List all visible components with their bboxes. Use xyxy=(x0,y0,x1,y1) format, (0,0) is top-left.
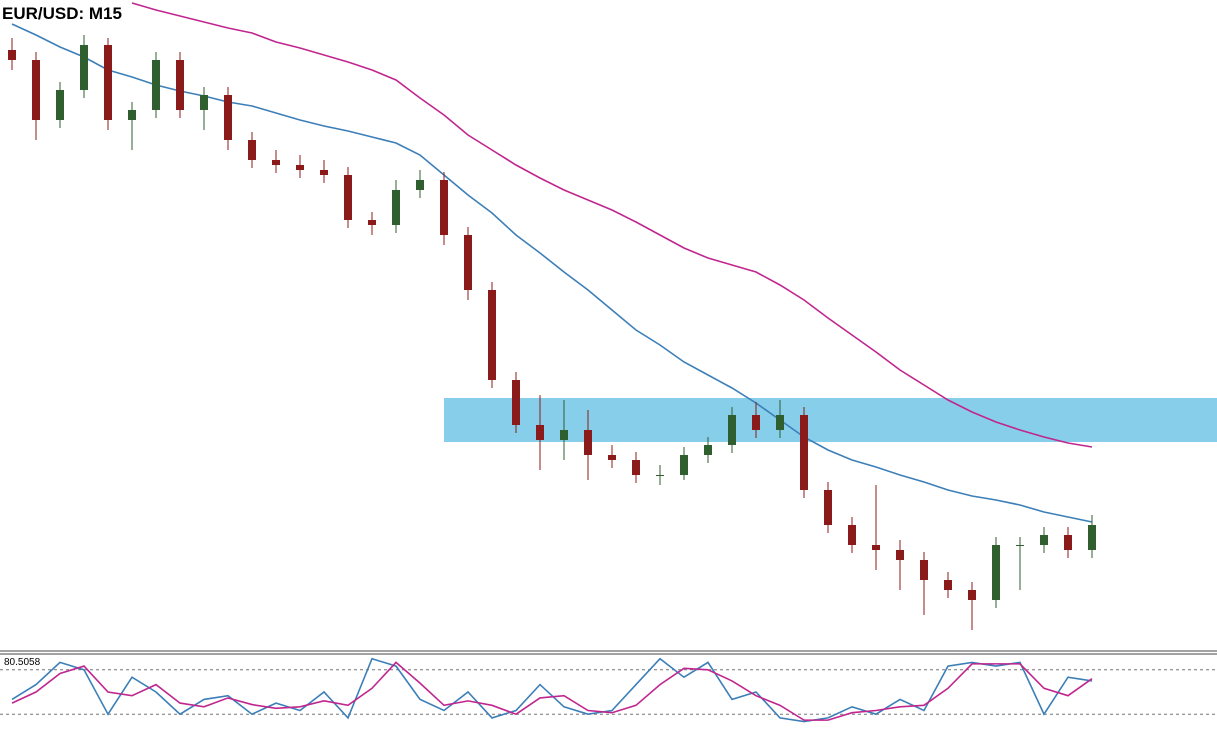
candle-body xyxy=(608,455,616,460)
candle-body xyxy=(704,445,712,455)
candle-body xyxy=(968,590,976,600)
oscillator-max-label: 80.5058 xyxy=(4,657,41,668)
candle-body xyxy=(584,430,592,455)
candle-body xyxy=(176,60,184,110)
candle-body xyxy=(368,220,376,225)
candle-body xyxy=(56,90,64,120)
candle-body xyxy=(392,190,400,225)
candle-body xyxy=(272,160,280,165)
resistance-zone xyxy=(444,398,1217,442)
candle-body xyxy=(848,525,856,545)
candle-body xyxy=(152,60,160,110)
candle-body xyxy=(728,415,736,445)
candle-body xyxy=(872,545,880,550)
candle-body xyxy=(1040,535,1048,545)
candle-body xyxy=(920,560,928,580)
candle-body xyxy=(560,430,568,440)
candle-body xyxy=(416,180,424,190)
candle-body xyxy=(656,475,664,476)
indicator-line xyxy=(11,657,1093,723)
candle-body xyxy=(488,290,496,380)
candle-body xyxy=(896,550,904,560)
candle-body xyxy=(32,60,40,120)
candle-body xyxy=(248,140,256,160)
candle-body xyxy=(680,455,688,475)
indicator-line xyxy=(11,23,1093,523)
indicator-line xyxy=(11,661,1093,721)
candle-body xyxy=(536,425,544,440)
candle-body xyxy=(464,235,472,290)
candle-body xyxy=(1088,525,1096,550)
candle-body xyxy=(320,170,328,175)
candle-body xyxy=(344,175,352,220)
candle-body xyxy=(1064,535,1072,550)
candle-body xyxy=(224,95,232,140)
candle-body xyxy=(776,415,784,430)
candle-body xyxy=(1016,545,1024,546)
candle-body xyxy=(440,180,448,235)
candle-body xyxy=(8,50,16,60)
candle-body xyxy=(200,95,208,110)
candle-body xyxy=(824,490,832,525)
candle-body xyxy=(128,110,136,120)
candle-body xyxy=(632,460,640,475)
candle-body xyxy=(104,45,112,120)
candle-body xyxy=(800,415,808,490)
candle-body xyxy=(944,580,952,590)
candle-body xyxy=(752,415,760,430)
candle-body xyxy=(512,380,520,425)
candle-body xyxy=(296,165,304,170)
candle-body xyxy=(992,545,1000,600)
chart-title: EUR/USD: M15 xyxy=(2,4,122,23)
indicator-line xyxy=(131,2,1093,448)
candle-body xyxy=(80,45,88,90)
